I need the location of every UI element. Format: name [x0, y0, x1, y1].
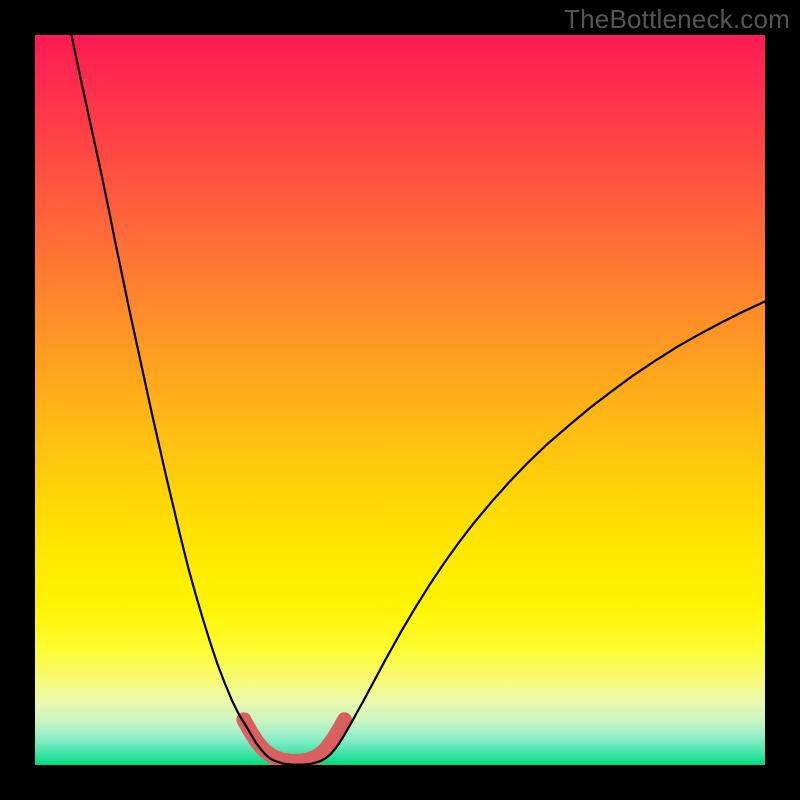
gradient-background	[35, 35, 765, 765]
watermark-text: TheBottleneck.com	[564, 4, 790, 35]
plot-area	[35, 35, 765, 765]
figure-stage: TheBottleneck.com	[0, 0, 800, 800]
bottleneck-curve-chart	[35, 35, 765, 765]
